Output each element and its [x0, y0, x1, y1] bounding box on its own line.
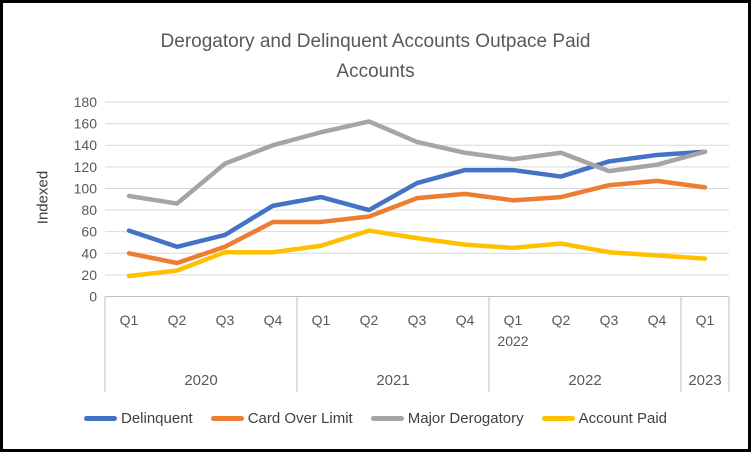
- legend-swatch: [541, 416, 575, 421]
- y-tick-label: 0: [89, 289, 97, 305]
- legend-label: Delinquent: [120, 410, 193, 427]
- y-tick-label: 120: [74, 159, 98, 175]
- series-line-card-over-limit: [126, 178, 708, 266]
- y-tick-label: 60: [81, 224, 97, 240]
- legend-swatch: [370, 416, 404, 421]
- x-category-label: Q1: [312, 312, 331, 328]
- legend-label: Card Over Limit: [247, 410, 353, 427]
- chart-title: Derogatory and Delinquent Accounts Outpa…: [160, 31, 591, 82]
- x-category-label: Q1: [504, 312, 523, 328]
- x-year-label: 2023: [688, 372, 721, 389]
- x-year-label: 2020: [184, 372, 217, 389]
- legend-swatch: [210, 416, 244, 421]
- x-category-label: Q2: [552, 312, 571, 328]
- legend-item: Major Derogatory: [370, 410, 524, 427]
- x-category-label: Q2: [168, 312, 187, 328]
- y-tick-label: 40: [81, 245, 97, 261]
- legend-label: Account Paid: [578, 410, 668, 427]
- y-tick-label: 180: [74, 94, 98, 110]
- series-line-account-paid: [126, 228, 708, 279]
- y-tick-label: 80: [81, 202, 97, 218]
- x-category-label: Q1: [120, 312, 139, 328]
- legend-swatch: [83, 416, 117, 421]
- x-category-sublabel: 2022: [497, 333, 528, 349]
- legend: Delinquent Card Over Limit Major Derogator…: [3, 410, 748, 427]
- series-line-delinquent: [126, 149, 708, 250]
- x-category-label: Q3: [216, 312, 235, 328]
- legend-item: Account Paid: [541, 410, 668, 427]
- plot-area: 0 20 40 60 80 100 120 140 160 180 Q1 Q2 Q3 Q4 Q1 Q2 Q3 Q4…: [74, 94, 730, 392]
- legend-label: Major Derogatory: [407, 410, 524, 427]
- x-year-label: 2021: [376, 372, 409, 389]
- x-category-label: Q1: [696, 312, 715, 328]
- x-category-label: Q4: [264, 312, 283, 328]
- y-tick-label: 160: [74, 116, 98, 132]
- series-line-major-derogatory: [126, 119, 708, 206]
- x-category-label: Q2: [360, 312, 379, 328]
- x-category-label: Q4: [456, 312, 475, 328]
- y-tick-label: 100: [74, 180, 98, 196]
- x-category-label: Q3: [600, 312, 619, 328]
- y-tick-label: 20: [81, 267, 97, 283]
- x-category-label: Q3: [408, 312, 427, 328]
- x-year-label: 2022: [568, 372, 601, 389]
- x-category-label: Q4: [648, 312, 667, 328]
- y-tick-label: 140: [74, 137, 98, 153]
- legend-item: Delinquent: [83, 410, 193, 427]
- legend-item: Card Over Limit: [210, 410, 353, 427]
